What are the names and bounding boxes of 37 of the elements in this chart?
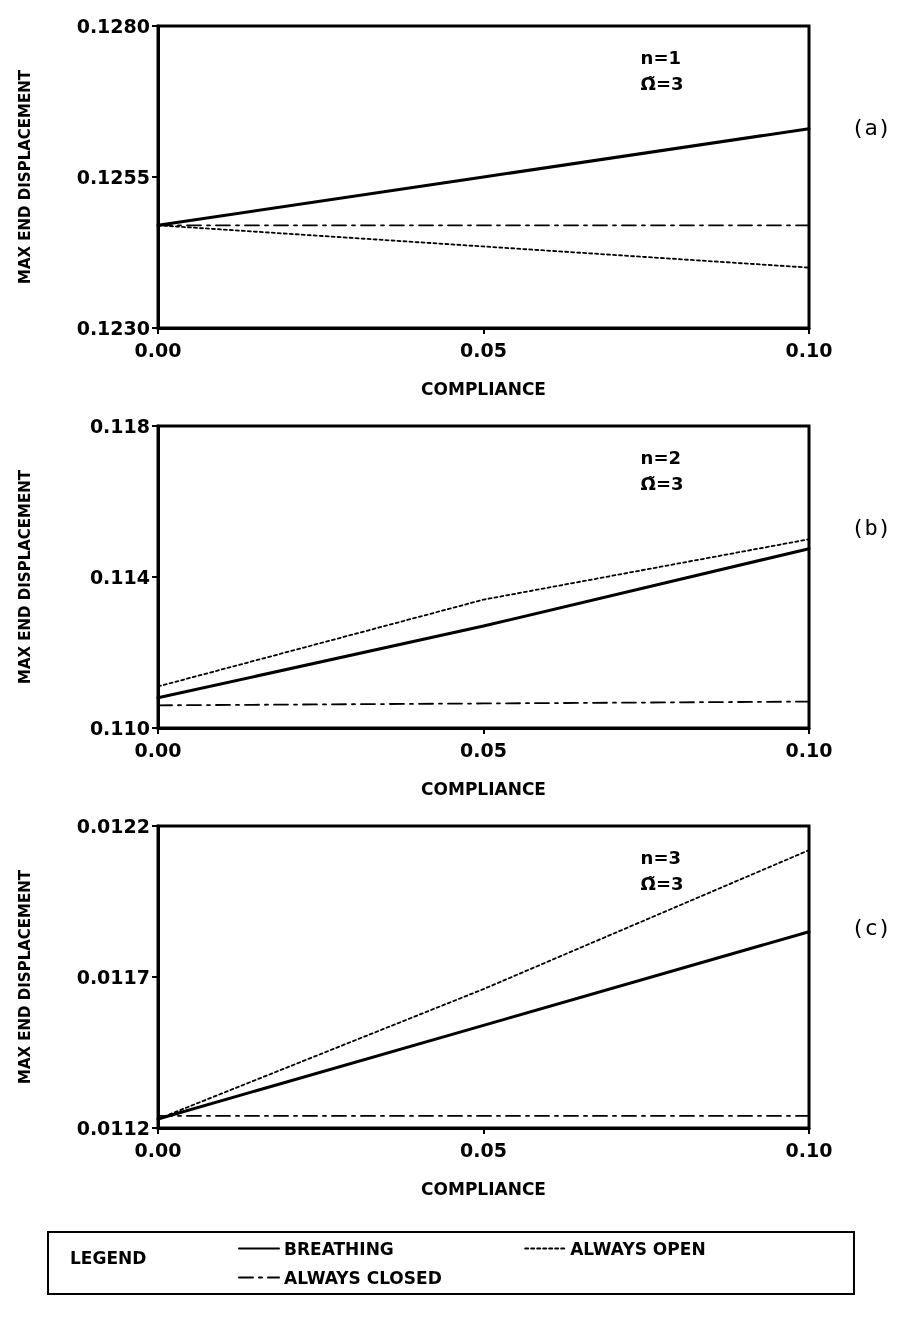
text: (a) [851, 114, 892, 140]
y-axis-title: MAX END DISPLACEMENT [15, 469, 34, 685]
x-tick-label: 0.00 [134, 1138, 182, 1161]
legend-title: LEGEND [70, 1247, 147, 1268]
y-tick-label: 0.118 [89, 415, 150, 437]
y-tick-label: 0.1280 [76, 15, 150, 37]
x-tick-label: 0.10 [785, 738, 833, 761]
y-tick-label: 0.1230 [76, 317, 150, 339]
x-axis-title: COMPLIANCE [421, 778, 546, 799]
y-axis-title: MAX END DISPLACEMENT [15, 869, 34, 1085]
text: (c) [851, 914, 892, 940]
y-tick-label: 0.110 [89, 717, 150, 739]
x-tick-label: 0.10 [785, 338, 833, 361]
annotation: Ω̃=3 [640, 72, 684, 94]
legend-label: ALWAYS OPEN [570, 1238, 824, 1259]
x-tick-label: 0.00 [134, 338, 182, 361]
annotation: Ω̃=3 [640, 472, 684, 494]
annotation: Ω̃=3 [640, 872, 684, 894]
annotation: n=3 [640, 846, 682, 868]
x-axis-title: COMPLIANCE [421, 378, 546, 399]
x-axis-title: COMPLIANCE [421, 1178, 546, 1199]
x-tick-label: 0.05 [460, 1138, 507, 1161]
y-tick-label: 0.114 [89, 566, 150, 588]
y-tick-label: 0.0122 [76, 815, 150, 837]
legend-label: BREATHING [284, 1238, 513, 1259]
y-tick-label: 0.0117 [76, 966, 150, 988]
x-tick-label: 0.05 [460, 338, 507, 361]
annotation: n=2 [640, 446, 682, 468]
x-tick-label: 0.10 [785, 1138, 833, 1161]
y-tick-label: 0.0112 [76, 1117, 150, 1139]
annotation: n=1 [640, 46, 682, 68]
legend-label: ALWAYS CLOSED [284, 1267, 561, 1288]
x-tick-label: 0.00 [134, 738, 182, 761]
text: (b) [851, 514, 892, 540]
y-axis-title: MAX END DISPLACEMENT [15, 69, 34, 285]
x-tick-label: 0.05 [460, 738, 507, 761]
y-tick-label: 0.1255 [76, 166, 150, 188]
